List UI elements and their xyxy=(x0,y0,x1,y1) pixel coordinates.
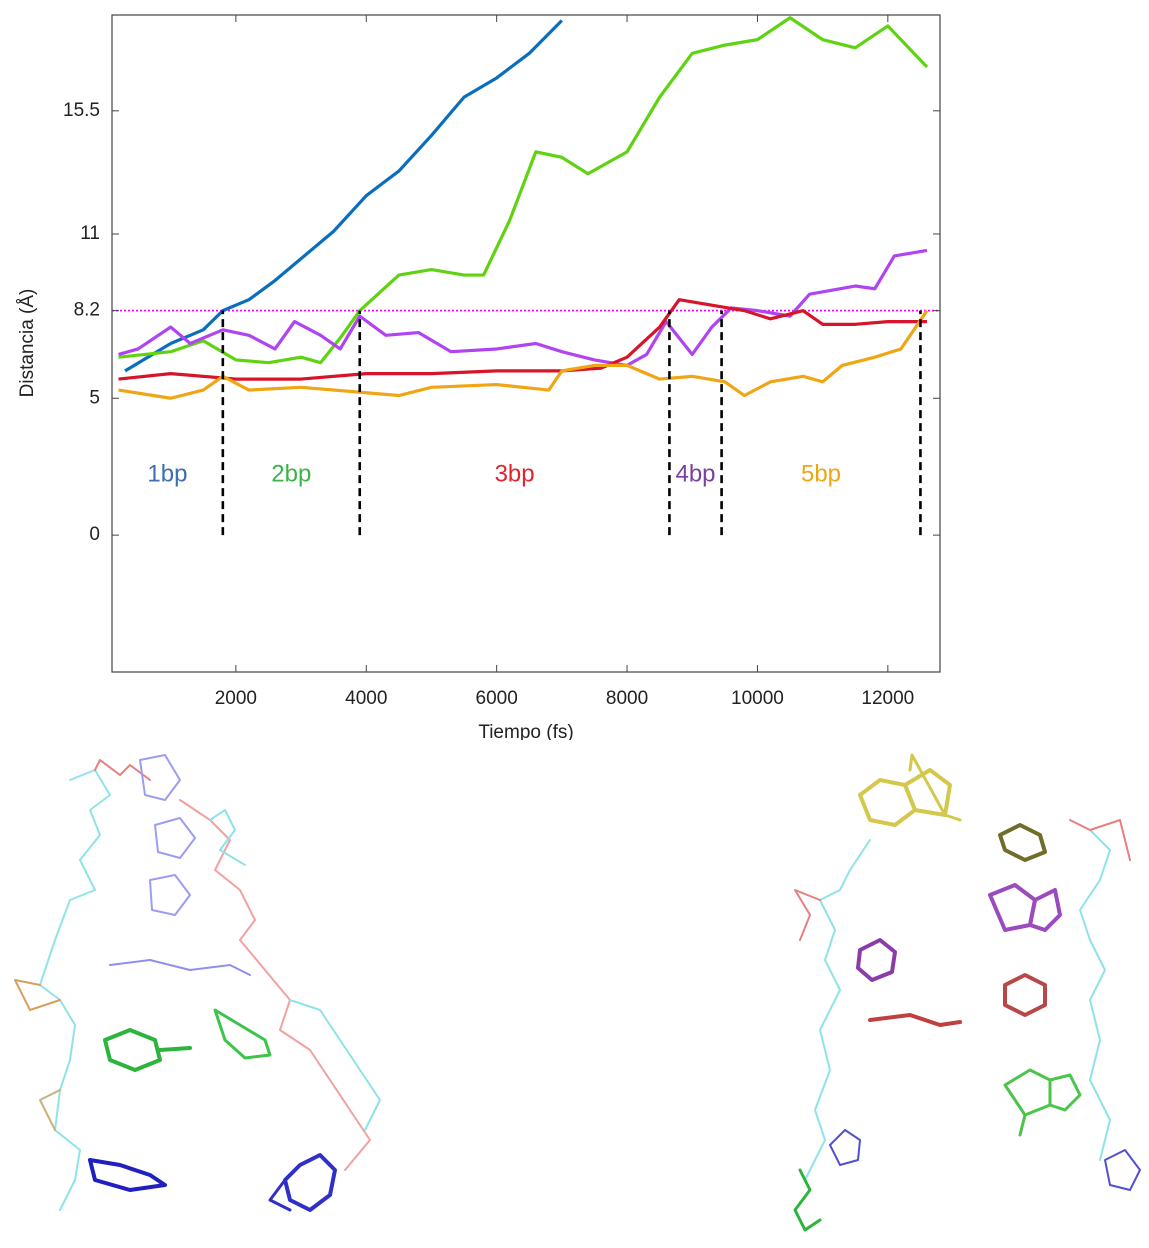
y-tick-label: 15.5 xyxy=(63,100,100,121)
x-tick-label: 10000 xyxy=(731,688,784,709)
y-tick-label: 8.2 xyxy=(74,300,100,321)
y-axis-label: Distancia (Å) xyxy=(17,289,38,398)
series-line xyxy=(119,311,927,399)
plot-area xyxy=(112,18,940,535)
x-tick-label: 2000 xyxy=(215,688,257,709)
region-label: 3bp xyxy=(495,460,535,487)
x-tick-label: 4000 xyxy=(345,688,387,709)
series-line xyxy=(125,20,562,370)
region-label: 4bp xyxy=(675,460,715,487)
right-structure xyxy=(795,755,1140,1230)
y-tick-label: 0 xyxy=(89,524,100,545)
region-label: 2bp xyxy=(271,460,311,487)
y-tick-label: 11 xyxy=(80,223,100,244)
x-tick-label: 8000 xyxy=(606,688,648,709)
x-tick-label: 12000 xyxy=(861,688,914,709)
series-line xyxy=(119,300,927,379)
y-tick-label: 5 xyxy=(89,387,100,408)
region-label: 1bp xyxy=(147,460,187,487)
x-tick-label: 6000 xyxy=(476,688,518,709)
series-line xyxy=(119,250,927,365)
left-structure xyxy=(15,755,380,1210)
region-label: 5bp xyxy=(801,460,841,487)
page: Tiempo (fs) Distancia (Å) 2000 4000 6000 80… xyxy=(0,0,1149,1248)
chart: Tiempo (fs) Distancia (Å) 2000 4000 6000 80… xyxy=(0,0,1149,740)
molecule-illustrations xyxy=(0,740,1149,1248)
x-axis-label: Tiempo (fs) xyxy=(478,722,573,740)
